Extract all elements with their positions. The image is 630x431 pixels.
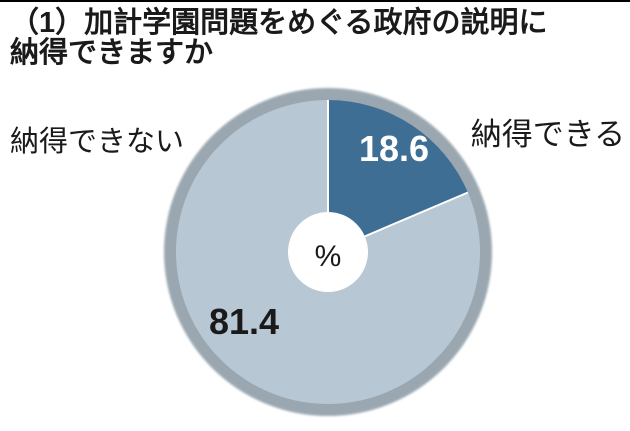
svg-text:納得できる: 納得できる — [471, 117, 625, 152]
svg-text:納得できない: 納得できない — [10, 125, 184, 158]
svg-text:81.4: 81.4 — [209, 301, 279, 342]
svg-text:%: % — [315, 240, 342, 273]
svg-text:18.6: 18.6 — [359, 128, 429, 169]
